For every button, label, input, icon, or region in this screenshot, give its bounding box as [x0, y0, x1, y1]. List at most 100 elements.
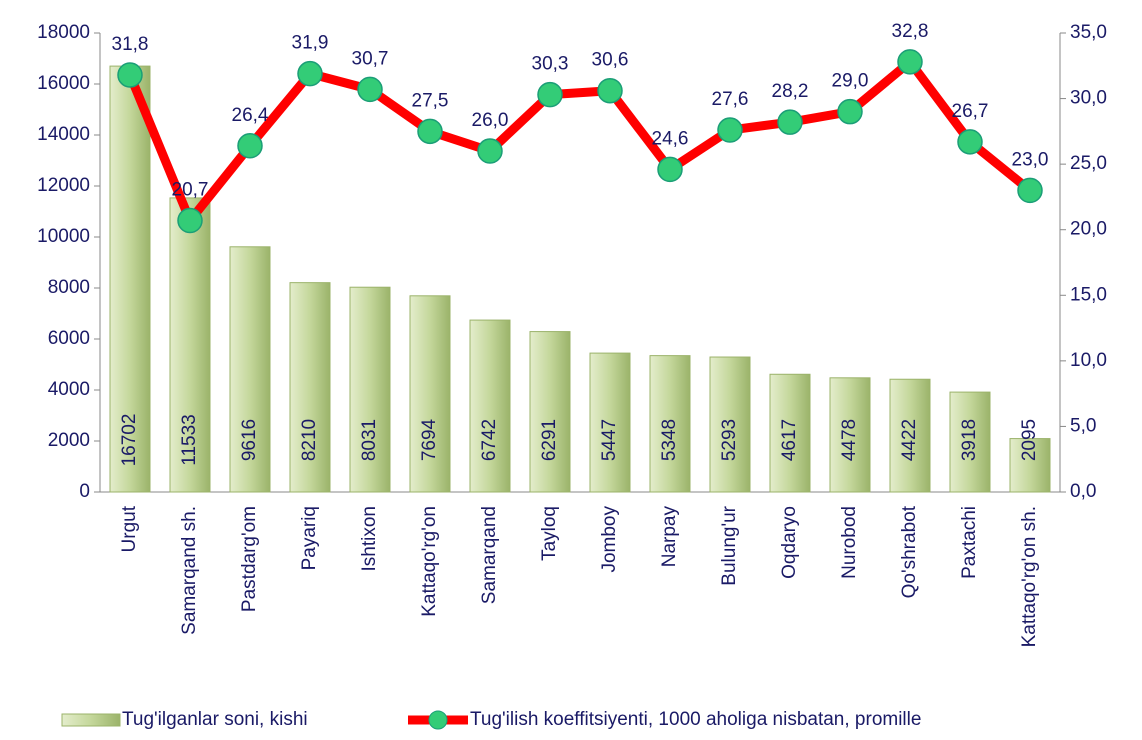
x-tick-label: Samarqand sh. [179, 506, 200, 635]
line-marker [537, 81, 563, 108]
bar [829, 377, 871, 493]
bar-value-label: 8210 [299, 419, 320, 461]
y-tick-label: 8000 [48, 277, 90, 298]
line-value-label: 27,6 [712, 89, 749, 110]
line-marker [837, 98, 863, 125]
line-marker [657, 156, 683, 183]
y-tick-label: 18000 [37, 22, 90, 43]
bar [1009, 438, 1051, 493]
x-tick-label: Kattaqo'rg'on sh. [1019, 506, 1040, 647]
line-marker [117, 62, 143, 88]
line-value-label: 27,5 [412, 90, 449, 111]
bar-value-label: 4478 [839, 419, 860, 461]
x-tick-label: Tayloq [539, 506, 560, 561]
line-value-label: 31,8 [112, 34, 149, 55]
y2-tick-label: 5,0 [1070, 415, 1096, 436]
line-value-label: 31,9 [292, 33, 329, 54]
line-value-label: 30,6 [592, 50, 629, 71]
bar-value-label: 5348 [659, 419, 680, 461]
x-tick-label: Kattaqo'rg'on [419, 506, 440, 617]
bar-value-label: 5447 [599, 419, 620, 461]
bar-value-label: 9616 [239, 419, 260, 461]
bar [229, 246, 271, 493]
x-tick-label: Narpay [659, 506, 680, 568]
line-value-label: 30,3 [532, 54, 569, 75]
line-value-label: 23,0 [1012, 149, 1049, 170]
x-tick-label: Oqdaryo [779, 506, 800, 579]
y2-tick-label: 25,0 [1070, 153, 1107, 174]
line-marker [717, 117, 743, 143]
line-value-label: 26,0 [472, 110, 509, 131]
line-value-label: 29,0 [832, 71, 869, 92]
bar [289, 282, 331, 493]
y-tick-label: 16000 [37, 73, 90, 94]
legend-label: Tug'ilganlar soni, kishi [122, 709, 308, 730]
bar-value-label: 4422 [899, 419, 920, 461]
line-marker [777, 109, 803, 135]
y2-tick-label: 20,0 [1070, 219, 1107, 240]
bar-value-label: 7694 [419, 418, 440, 461]
bar [949, 391, 991, 493]
bar-value-label: 2095 [1019, 419, 1040, 461]
line-marker [417, 118, 443, 145]
y2-tick-label: 0,0 [1070, 481, 1096, 502]
bar [709, 356, 751, 493]
bar-value-label: 11533 [179, 414, 200, 465]
line-marker [597, 77, 623, 104]
legend-label: Tug'ilish koeffitsiyenti, 1000 aholiga n… [470, 709, 921, 730]
x-tick-label: Pastdarg'om [239, 506, 260, 612]
y2-tick-label: 10,0 [1070, 350, 1107, 371]
y-tick-label: 10000 [37, 226, 90, 247]
line-marker [237, 133, 263, 159]
y-tick-label: 0 [79, 481, 90, 502]
y2-tick-label: 30,0 [1070, 88, 1107, 109]
bar [529, 331, 571, 493]
bar-value-label: 6291 [539, 419, 560, 461]
y-tick-label: 4000 [48, 379, 90, 400]
line-value-label: 32,8 [892, 21, 929, 42]
bar-value-label: 8031 [359, 419, 380, 461]
line-marker [897, 49, 923, 75]
bar [109, 65, 151, 493]
x-tick-label: Urgut [119, 505, 140, 552]
y2-tick-label: 15,0 [1070, 284, 1107, 305]
x-tick-label: Jomboy [599, 506, 620, 573]
line-value-label: 24,6 [652, 128, 689, 149]
line-marker [357, 76, 383, 103]
line-marker [1017, 177, 1043, 204]
bar-value-label: 16702 [119, 414, 140, 467]
x-tick-label: Qo'shrabot [899, 505, 920, 598]
line-value-label: 20,7 [172, 180, 209, 201]
bar [769, 373, 811, 493]
bar [889, 378, 931, 493]
line-marker [177, 207, 203, 234]
y-tick-label: 14000 [37, 124, 90, 145]
x-tick-label: Samarqand [479, 506, 500, 604]
line-value-label: 28,2 [772, 81, 809, 102]
line-marker [477, 138, 503, 164]
bar [589, 352, 631, 493]
line-value-label: 26,7 [952, 101, 989, 122]
bar [649, 355, 691, 493]
bar-value-label: 6742 [479, 419, 500, 461]
legend-marker [428, 710, 448, 730]
bar-value-label: 3918 [959, 419, 980, 461]
bar [409, 295, 451, 493]
line-marker [957, 129, 983, 155]
x-tick-label: Payariq [299, 506, 320, 570]
x-tick-label: Paxtachi [959, 506, 980, 579]
bar [169, 197, 211, 493]
line [125, 57, 1033, 226]
legend-swatch [61, 713, 121, 727]
y-tick-label: 12000 [37, 175, 90, 196]
line-value-label: 26,4 [232, 105, 269, 126]
y2-tick-label: 35,0 [1070, 22, 1107, 43]
x-tick-label: Ishtixon [359, 506, 380, 571]
x-tick-label: Bulung'ur [719, 505, 740, 585]
line-value-label: 30,7 [352, 48, 389, 69]
bar-value-label: 4617 [779, 419, 800, 461]
line-marker [297, 60, 323, 87]
bar-value-label: 5293 [719, 419, 740, 461]
